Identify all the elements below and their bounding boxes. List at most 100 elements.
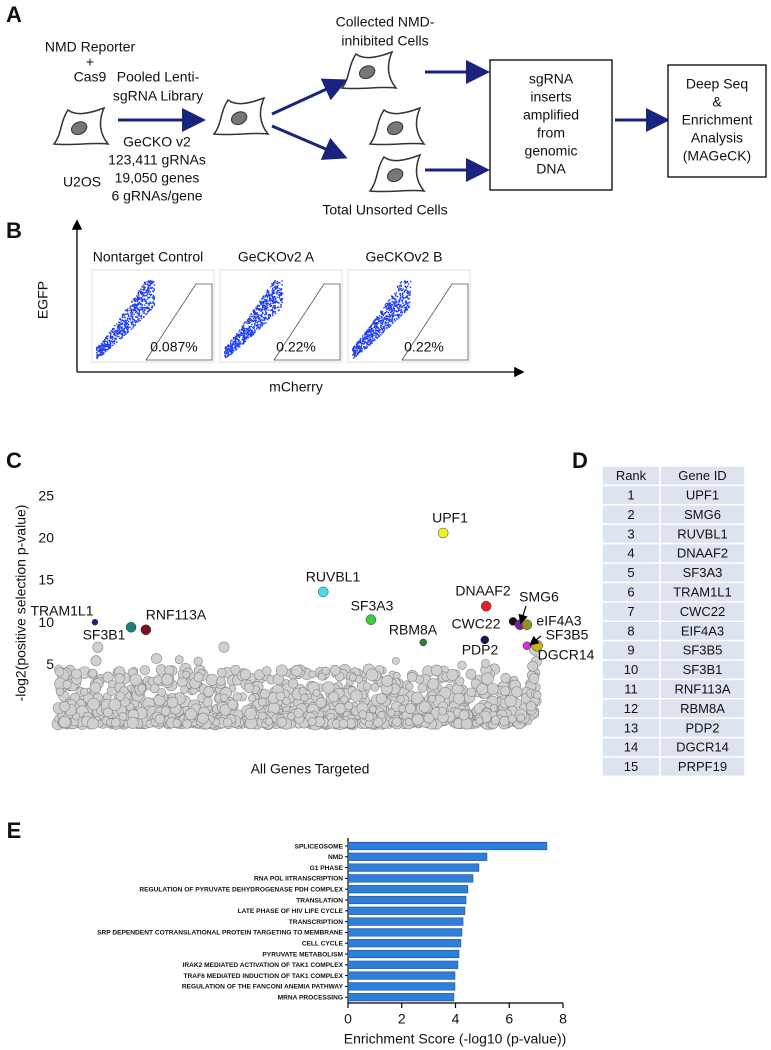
- category-label: G1 PHASE: [310, 865, 344, 872]
- background-point: [172, 718, 182, 728]
- event-dot: [150, 308, 152, 311]
- gate-percent: 0.22%: [404, 339, 444, 355]
- event-dot: [254, 331, 256, 333]
- event-dot: [272, 284, 275, 286]
- event-dot: [151, 281, 153, 284]
- bar: [347, 960, 459, 969]
- event-dot: [251, 329, 253, 332]
- event-dot: [272, 297, 275, 300]
- background-point: [222, 717, 233, 728]
- category-label: TRAF6 MEDIATED INDUCTION OF TAK1 COMPLEX: [184, 973, 344, 980]
- event-dot: [274, 288, 277, 290]
- event-dot: [119, 326, 122, 328]
- event-dot: [108, 339, 111, 341]
- event-dot: [110, 330, 112, 332]
- event-dot: [116, 323, 118, 325]
- event-dot: [266, 289, 269, 291]
- background-point: [282, 696, 291, 706]
- event-dot: [370, 340, 372, 343]
- event-dot: [268, 317, 270, 319]
- event-dot: [380, 322, 382, 325]
- event-dot: [366, 337, 368, 340]
- event-dot: [259, 317, 261, 319]
- box-text: DNA: [536, 161, 566, 177]
- event-dot: [383, 325, 385, 328]
- event-dot: [148, 281, 150, 284]
- event-dot: [249, 328, 251, 330]
- event-dot: [107, 345, 110, 348]
- event-dot: [403, 306, 405, 308]
- event-dot: [385, 324, 387, 327]
- event-dot: [245, 332, 248, 335]
- background-point: [89, 681, 102, 694]
- background-point: [411, 713, 424, 726]
- background-point: [358, 710, 368, 719]
- event-dot: [393, 314, 395, 317]
- event-dot: [401, 295, 404, 298]
- event-dot: [268, 296, 271, 298]
- library-detail: 6 gRNAs/gene: [111, 188, 202, 204]
- gene-label: SF3A3: [351, 598, 394, 614]
- event-dot: [396, 295, 399, 298]
- event-dot: [406, 295, 408, 297]
- event-dot: [388, 306, 390, 309]
- event-dot: [244, 340, 246, 343]
- event-dot: [382, 313, 385, 315]
- event-dot: [406, 292, 409, 294]
- event-dot: [387, 307, 389, 310]
- event-dot: [246, 336, 248, 338]
- event-dot: [409, 292, 411, 295]
- event-dot: [281, 280, 283, 282]
- event-dot: [401, 299, 403, 302]
- background-point: [481, 672, 494, 686]
- event-dot: [123, 313, 125, 316]
- event-dot: [249, 319, 251, 322]
- event-dot: [266, 308, 268, 310]
- background-point: [258, 697, 267, 707]
- event-dot: [392, 322, 394, 324]
- event-dot: [263, 322, 266, 325]
- event-dot: [147, 292, 149, 294]
- event-dot: [265, 321, 267, 324]
- event-dot: [234, 347, 236, 350]
- event-dot: [252, 311, 255, 314]
- event-dot: [127, 323, 129, 325]
- event-dot: [101, 345, 103, 347]
- event-dot: [118, 335, 120, 338]
- event-dot: [132, 315, 134, 317]
- bar: [347, 863, 480, 872]
- event-dot: [106, 340, 109, 342]
- event-dot: [261, 297, 263, 300]
- background-point: [423, 712, 435, 724]
- event-dot: [124, 333, 127, 335]
- event-dot: [407, 298, 410, 300]
- bar: [347, 928, 463, 937]
- event-dot: [149, 301, 151, 303]
- event-dot: [385, 321, 387, 323]
- event-dot: [376, 326, 379, 328]
- event-dot: [228, 345, 230, 348]
- event-dot: [132, 323, 134, 326]
- event-dot: [117, 329, 119, 331]
- event-dot: [271, 294, 273, 296]
- event-dot: [385, 302, 387, 305]
- event-dot: [261, 325, 264, 327]
- event-dot: [252, 320, 255, 322]
- event-dot: [265, 312, 267, 315]
- event-dot: [384, 306, 387, 308]
- cell-icon: [368, 106, 426, 146]
- event-dot: [386, 311, 388, 313]
- event-dot: [138, 310, 141, 312]
- event-dot: [126, 309, 128, 311]
- event-dot: [122, 330, 124, 332]
- event-dot: [140, 292, 142, 295]
- table-cell: [659, 756, 746, 778]
- background-point: [453, 692, 465, 705]
- event-dot: [407, 306, 410, 309]
- event-dot: [129, 305, 132, 307]
- event-dot: [380, 319, 383, 322]
- event-dot: [407, 301, 409, 304]
- event-dot: [250, 332, 253, 335]
- event-dot: [404, 289, 406, 291]
- event-dot: [114, 325, 116, 327]
